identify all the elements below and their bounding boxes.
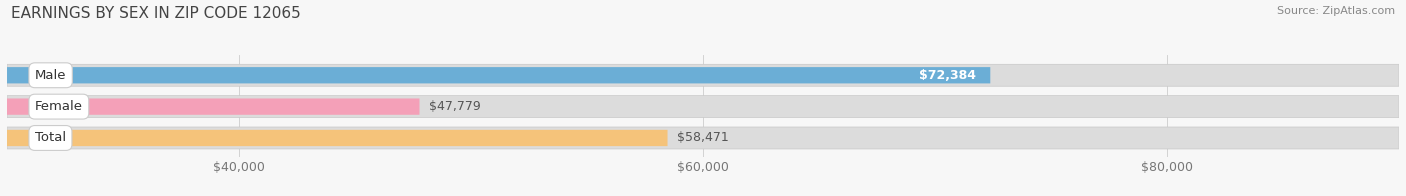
- FancyBboxPatch shape: [7, 64, 1399, 86]
- FancyBboxPatch shape: [7, 67, 990, 83]
- FancyBboxPatch shape: [7, 96, 1399, 118]
- Text: $47,779: $47,779: [429, 100, 481, 113]
- Text: Source: ZipAtlas.com: Source: ZipAtlas.com: [1277, 6, 1395, 16]
- FancyBboxPatch shape: [7, 98, 419, 115]
- Text: Male: Male: [35, 69, 66, 82]
- Text: $72,384: $72,384: [920, 69, 976, 82]
- FancyBboxPatch shape: [7, 127, 1399, 149]
- Text: Female: Female: [35, 100, 83, 113]
- Text: $58,471: $58,471: [676, 132, 728, 144]
- Text: Total: Total: [35, 132, 66, 144]
- FancyBboxPatch shape: [7, 130, 668, 146]
- Text: EARNINGS BY SEX IN ZIP CODE 12065: EARNINGS BY SEX IN ZIP CODE 12065: [11, 6, 301, 21]
